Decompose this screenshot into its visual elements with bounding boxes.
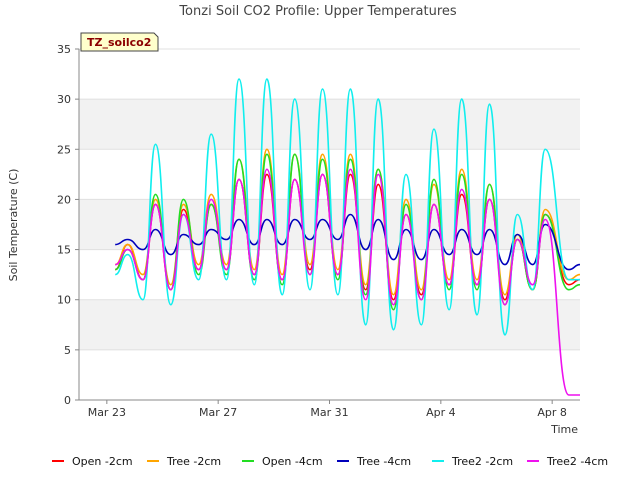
x-tick-label: Mar 31 bbox=[310, 406, 348, 419]
site-tag-label: TZ_soilco2 bbox=[87, 36, 151, 49]
grid-band bbox=[79, 299, 580, 350]
legend-label: Tree -2cm bbox=[166, 455, 221, 468]
y-tick-label: 0 bbox=[64, 394, 71, 407]
grid-band bbox=[79, 99, 580, 150]
chart-title: Tonzi Soil CO2 Profile: Upper Temperatur… bbox=[178, 4, 457, 19]
site-tag: TZ_soilco2 bbox=[80, 32, 159, 52]
legend: Open -2cm Tree -2cm Open -4cm Tree -4cm Tree… bbox=[52, 455, 608, 468]
y-tick-label: 10 bbox=[57, 294, 71, 307]
y-tick-label: 15 bbox=[57, 244, 71, 257]
series-lines bbox=[114, 78, 581, 396]
legend-label: Tree -4cm bbox=[356, 455, 411, 468]
legend-item: Open -4cm bbox=[242, 455, 323, 468]
legend-item: Tree2 -2cm bbox=[432, 455, 513, 468]
legend-item: Tree -2cm bbox=[147, 455, 221, 468]
x-axis-label: Time bbox=[550, 423, 578, 436]
x-tick-label: Apr 8 bbox=[537, 406, 567, 419]
y-tick-label: 25 bbox=[57, 143, 71, 156]
legend-label: Open -4cm bbox=[262, 455, 323, 468]
legend-label: Open -2cm bbox=[72, 455, 133, 468]
series-line-tree2-4cm bbox=[114, 168, 580, 396]
y-tick-label: 30 bbox=[57, 93, 71, 106]
legend-label: Tree2 -4cm bbox=[546, 455, 608, 468]
x-tick-label: Mar 23 bbox=[88, 406, 126, 419]
y-tick-label: 35 bbox=[57, 43, 71, 56]
legend-label: Tree2 -2cm bbox=[451, 455, 513, 468]
x-tick-label: Apr 4 bbox=[426, 406, 456, 419]
series-line-tree2-2cm bbox=[114, 78, 580, 336]
x-ticks: Mar 23 Mar 27 Mar 31 Apr 4 Apr 8 bbox=[88, 400, 567, 419]
y-ticks: 0 5 10 15 20 25 30 35 bbox=[57, 43, 79, 407]
y-axis-label: Soil Temperature (C) bbox=[7, 169, 20, 282]
legend-item: Tree2 -4cm bbox=[527, 455, 608, 468]
legend-item: Tree -4cm bbox=[337, 455, 411, 468]
y-tick-label: 5 bbox=[64, 344, 71, 357]
y-tick-label: 20 bbox=[57, 193, 71, 206]
x-tick-label: Mar 27 bbox=[199, 406, 237, 419]
legend-item: Open -2cm bbox=[52, 455, 133, 468]
